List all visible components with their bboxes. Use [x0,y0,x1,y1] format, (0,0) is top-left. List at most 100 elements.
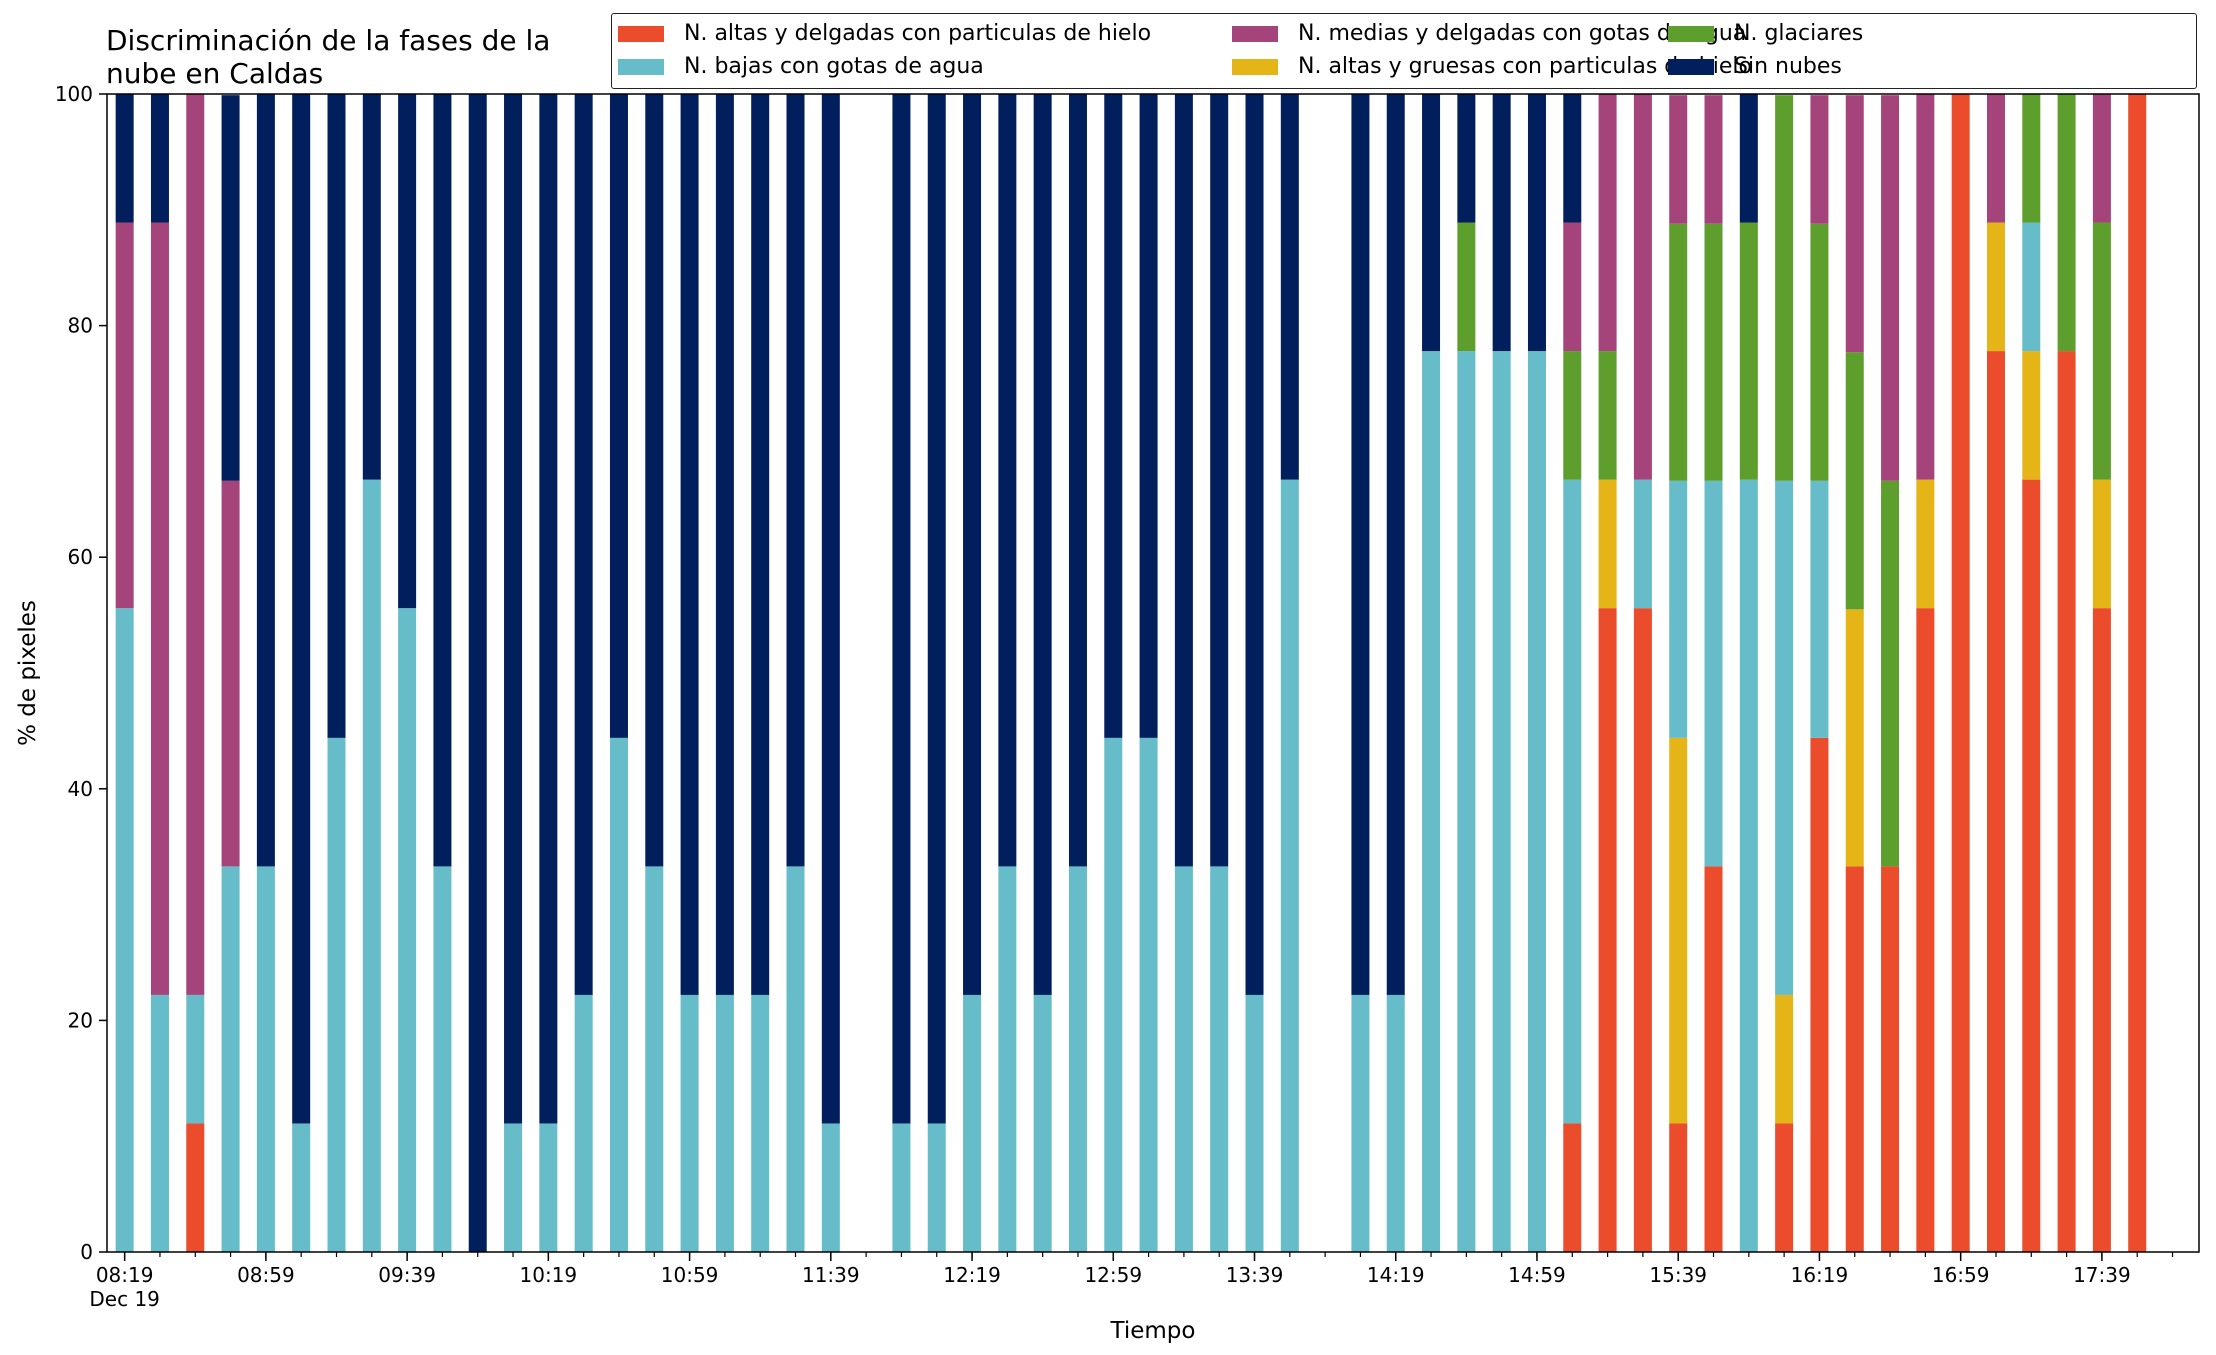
bar-segment [221,866,240,1252]
bar-segment [1527,94,1546,352]
x-tick-label: 11:39 [802,1263,860,1287]
bar-segment [786,866,805,1252]
bar-segment [1563,351,1582,480]
bar-segment [504,1123,523,1252]
bar-segment [362,479,381,1252]
x-tick-label: 14:19 [1367,1263,1425,1287]
bar-segment [2092,479,2111,609]
bar-segment [1704,480,1723,867]
plot-frame [106,93,2200,1253]
bar-segment [1775,1123,1794,1252]
bar-segment [751,994,770,1252]
bar-segment [1704,866,1723,1252]
bar-segment [751,94,770,995]
bar-segment [786,94,805,867]
bar-segment [398,94,417,609]
bar-segment [892,1123,911,1252]
bar-segment [1881,95,1900,481]
bar-segment [1033,994,1052,1252]
chart-title-line-2: nube en Caldas [106,57,323,90]
bar-segment [539,1123,558,1252]
bar-segment [1669,737,1688,1124]
bar-segment [1422,351,1441,1253]
bar-segment [1527,351,1546,1253]
bar-segment [1810,223,1829,481]
bar-segment [609,94,628,738]
legend-label: N. altas y delgadas con particulas de hi… [684,21,1152,46]
bar-segment [1351,94,1370,995]
bar-segment [645,94,664,867]
bar-segment [1845,866,1864,1252]
bar-segment [1916,94,1935,480]
bar-segment [1775,480,1794,995]
bar-segment [574,994,593,1252]
bar-segment [821,1123,840,1252]
y-axis: 0 20 40 60 80 100 [55,82,107,1264]
bar-segment [2128,94,2147,1252]
bar-segment [1986,351,2005,1253]
bar-segment [1598,479,1617,609]
bar-segment [468,94,487,1252]
bar-segment [539,94,558,1124]
bar-segment [821,94,840,1124]
bar-segment [186,994,205,1124]
bar-segment [433,866,452,1252]
bar-segment [1916,479,1935,609]
x-tick-label: 16:19 [1791,1263,1849,1287]
bar-segment [2022,351,2041,480]
bar-segment [2022,222,2041,352]
bar-segment [2057,94,2076,352]
bar-segment [1210,94,1229,867]
bar-segment [1174,866,1193,1252]
bar-segment [115,94,134,223]
x-tick-label: 08:59 [237,1263,295,1287]
bar-segment [998,866,1017,1252]
bar-segment [1457,351,1476,1253]
bar-segment [1033,94,1052,995]
x-tick-sublabel: Dec 19 [89,1287,160,1311]
bar-segment [892,94,911,1124]
bar-segment [1881,866,1900,1252]
bar-segment [715,94,734,995]
bar-segment [1669,95,1688,224]
bar-segment [1633,479,1652,609]
bars-layer [115,94,2147,1253]
bar-segment [1704,223,1723,481]
x-tick-label: 15:39 [1649,1263,1707,1287]
bar-segment [1598,608,1617,1252]
bar-segment [1739,222,1758,480]
bar-segment [2092,94,2111,223]
legend-label: Sin nubes [1734,54,1842,79]
bar-segment [2022,94,2041,223]
bar-segment [115,608,134,1252]
bar-segment [1068,866,1087,1252]
bar-segment [221,480,240,867]
bar-segment [1422,94,1441,352]
chart-title-line-1: Discriminación de la fases de la [106,24,550,57]
bar-segment [680,94,699,995]
y-tick-label: 60 [68,545,93,569]
bar-segment [327,737,346,1252]
bar-segment [1457,222,1476,352]
bar-segment [256,94,275,867]
bar-segment [680,994,699,1252]
bar-segment [1386,94,1405,995]
bar-segment [1457,94,1476,223]
bar-segment [1775,95,1794,481]
x-tick-label: 12:19 [943,1263,1001,1287]
bar-segment [1916,608,1935,1252]
bar-segment [1669,480,1688,738]
bar-segment [1704,95,1723,224]
bar-segment [1669,1123,1688,1252]
bar-segment [1845,609,1864,867]
x-tick-label: 10:19 [520,1263,578,1287]
legend-item: N. glaciares [1668,21,1863,46]
bar-segment [1739,479,1758,1252]
bar-segment [1775,994,1794,1124]
bar-segment [1881,480,1900,867]
x-tick-label: 14:59 [1508,1263,1566,1287]
y-axis-label: % de pixeles [15,600,41,746]
bar-segment [1068,94,1087,867]
